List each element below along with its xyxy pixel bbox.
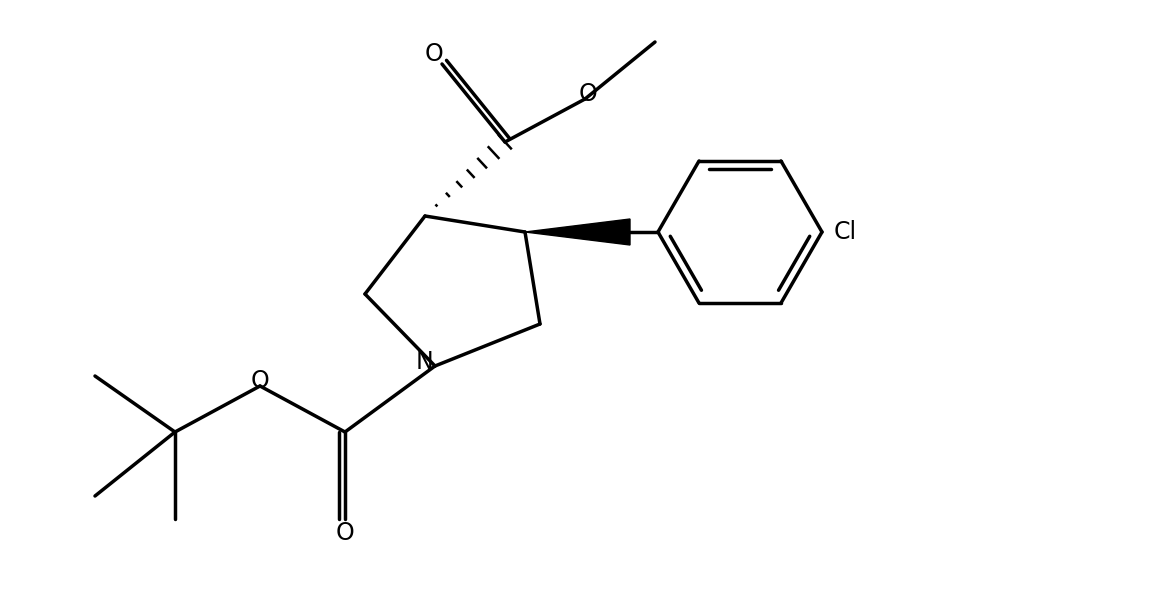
Text: Cl: Cl — [834, 220, 858, 244]
Text: N: N — [417, 350, 434, 374]
Text: O: O — [425, 42, 443, 66]
Polygon shape — [525, 219, 629, 245]
Text: O: O — [579, 82, 598, 106]
Text: O: O — [336, 521, 355, 545]
Text: O: O — [250, 369, 269, 393]
